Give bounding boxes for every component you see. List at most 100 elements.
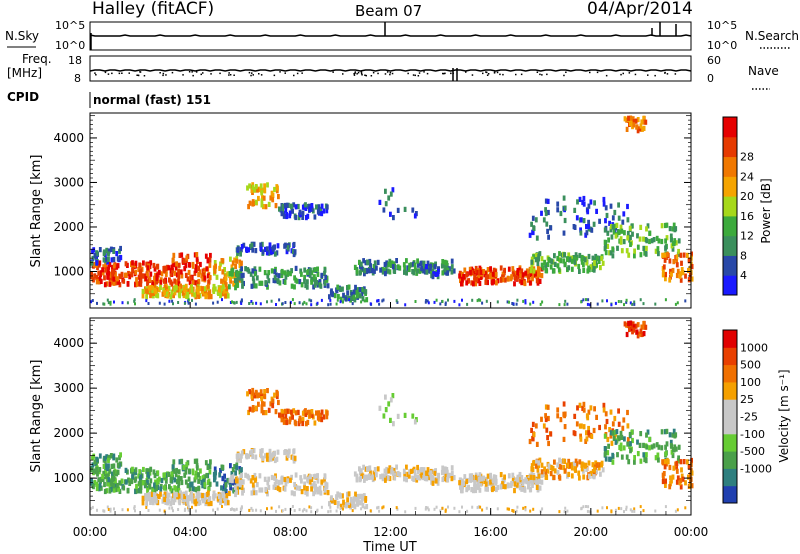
- power-cell: [235, 300, 238, 304]
- power-cell: [290, 268, 293, 274]
- power-cell: [432, 271, 436, 277]
- power-cell: [537, 253, 541, 260]
- power-cell: [563, 205, 567, 211]
- velocity-cell: [275, 456, 279, 462]
- power-cell: [184, 263, 188, 269]
- power-cell: [538, 278, 542, 284]
- power-cell: [660, 238, 664, 245]
- velocity-cell: [336, 491, 340, 497]
- velocity-cell: [109, 509, 112, 513]
- power-cell: [177, 274, 181, 280]
- power-cell: [425, 299, 428, 302]
- date-title: 04/Apr/2014: [587, 0, 693, 19]
- velocity-cell: [107, 454, 111, 460]
- power-cell: [264, 280, 268, 286]
- power-cell: [220, 278, 223, 284]
- power-cell: [359, 261, 363, 267]
- power-cell: [301, 302, 304, 306]
- velocity-cell: [489, 472, 492, 478]
- power-cell: [92, 277, 95, 283]
- velocity-cell: [187, 476, 191, 482]
- velocity-cell: [491, 478, 495, 484]
- power-cell: [619, 236, 623, 242]
- power-cell: [131, 260, 134, 266]
- power-cell: [601, 260, 605, 266]
- power-cell: [240, 302, 243, 305]
- velocity-cell: [616, 452, 619, 458]
- power-cell: [403, 265, 407, 271]
- power-cell: [388, 269, 392, 275]
- velocity-cell: [602, 402, 606, 408]
- power-cell: [172, 293, 175, 299]
- power-cell: [106, 274, 110, 280]
- velocity-cell: [444, 509, 447, 513]
- velocity-cell: [146, 479, 149, 485]
- power-cell: [315, 280, 318, 286]
- velocity-cell: [529, 509, 532, 513]
- velocity-cell: [405, 477, 408, 483]
- nave-dot: [104, 71, 107, 74]
- velocity-cell: [137, 473, 141, 479]
- velocity-cell: [367, 474, 371, 480]
- velocity-cell: [255, 508, 258, 512]
- power-cell: [660, 223, 664, 229]
- power-cell: [201, 276, 205, 282]
- power-cell: [125, 272, 128, 278]
- x-tick-label: 16:00: [473, 525, 508, 539]
- velocity-cell: [373, 475, 376, 481]
- velocity-cell: [285, 408, 289, 414]
- power-cell: [272, 277, 276, 284]
- velocity-cell: [486, 480, 490, 487]
- velocity-cell: [377, 505, 380, 509]
- velocity-cell: [95, 466, 99, 472]
- power-cell: [105, 281, 109, 287]
- power-cell: [593, 200, 596, 206]
- power-cell: [578, 252, 582, 259]
- power-cell: [587, 224, 591, 230]
- power-cell: [486, 274, 490, 280]
- velocity-cell: [429, 475, 432, 481]
- velocity-cell: [598, 462, 602, 468]
- velocity-cell: [556, 407, 560, 413]
- velocity-cell: [562, 464, 566, 471]
- nave-dot: [452, 72, 454, 75]
- power-cell: [260, 241, 264, 247]
- velocity-cell: [254, 389, 258, 395]
- power-cell: [216, 300, 219, 304]
- power-cell: [616, 245, 619, 251]
- velocity-cell: [273, 481, 277, 488]
- velocity-cell: [264, 410, 268, 416]
- power-cell: [339, 296, 343, 303]
- power-cell: [262, 195, 266, 201]
- velocity-cell: [139, 484, 143, 490]
- velocity-cell: [234, 484, 237, 490]
- power-cell: [636, 128, 640, 134]
- velocity-cell: [141, 500, 145, 506]
- power-cell: [639, 224, 643, 230]
- velocity-cell: [642, 509, 645, 513]
- velocity-cell: [126, 508, 129, 512]
- power-cell: [265, 250, 269, 256]
- x-tick-label: 04:00: [173, 525, 208, 539]
- power-cell: [588, 267, 591, 273]
- velocity-cell: [643, 456, 647, 463]
- power-cell: [604, 218, 607, 224]
- power-cell: [346, 285, 349, 291]
- power-cell: [636, 117, 640, 123]
- power-cell: [177, 301, 180, 304]
- velocity-cell: [242, 449, 246, 455]
- power-cell: [242, 280, 245, 287]
- power-cell: [539, 302, 542, 306]
- power-cell: [254, 184, 258, 190]
- nave-dot: [418, 72, 421, 74]
- velocity-cell: [639, 431, 643, 437]
- colorbar-tick-label: 8: [740, 249, 747, 262]
- power-cell: [95, 260, 99, 266]
- velocity-cell: [547, 415, 550, 422]
- nave-dot: [654, 74, 656, 77]
- velocity-cell: [289, 477, 292, 483]
- power-cell: [542, 217, 546, 223]
- power-cell: [376, 259, 380, 265]
- power-cell: [670, 271, 673, 277]
- power-cell: [112, 280, 116, 286]
